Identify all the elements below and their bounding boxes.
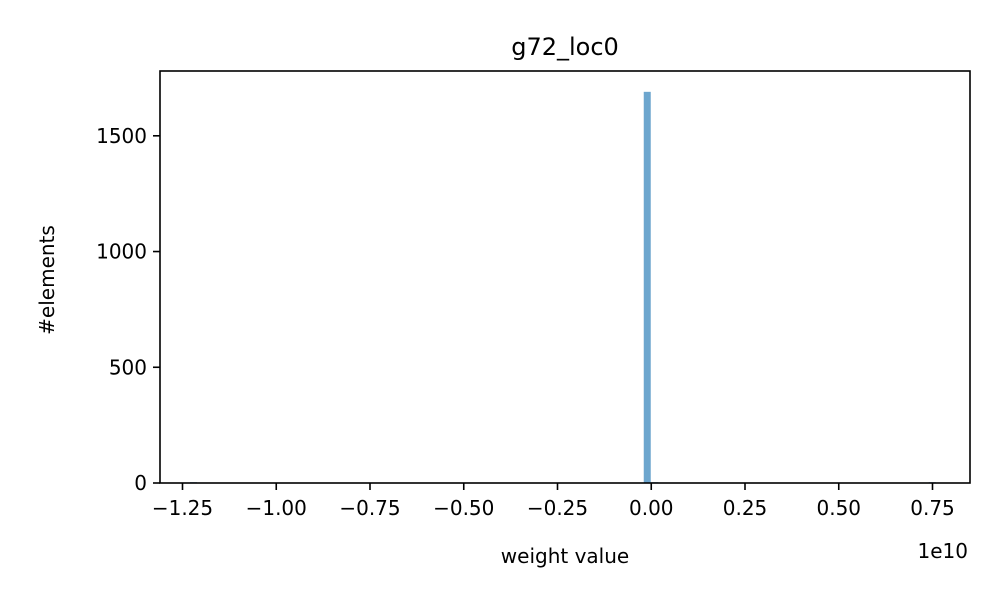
x-axis-label: weight value — [501, 544, 629, 568]
y-tick-label: 0 — [134, 471, 147, 495]
x-tick-label: 0.75 — [910, 496, 955, 520]
x-tick-label: 0.25 — [723, 496, 768, 520]
x-axis-offset-label: 1e10 — [918, 539, 968, 563]
y-tick-label: 1000 — [96, 240, 147, 264]
y-tick-label: 500 — [109, 355, 147, 379]
x-tick-label: −1.00 — [246, 496, 307, 520]
chart-title: g72_loc0 — [511, 33, 619, 61]
plot-area-frame — [159, 70, 971, 484]
x-tick-label: −0.25 — [527, 496, 588, 520]
x-tick-label: −0.50 — [433, 496, 494, 520]
x-tick-label: 0.00 — [629, 496, 674, 520]
y-axis-label: #elements — [35, 225, 59, 335]
histogram-bar-1 — [643, 91, 651, 484]
x-axis-ticks: −1.25 −1.00 −0.75 −0.50 −0.25 0.00 0.25 0.50 0.7… — [152, 483, 955, 520]
x-tick-label: −0.75 — [339, 496, 400, 520]
y-axis-ticks: 0 500 1000 1500 — [96, 124, 160, 495]
histogram-bars — [190, 91, 936, 484]
x-tick-label: 0.50 — [816, 496, 861, 520]
y-tick-label: 1500 — [96, 124, 147, 148]
x-tick-label: −1.25 — [152, 496, 213, 520]
